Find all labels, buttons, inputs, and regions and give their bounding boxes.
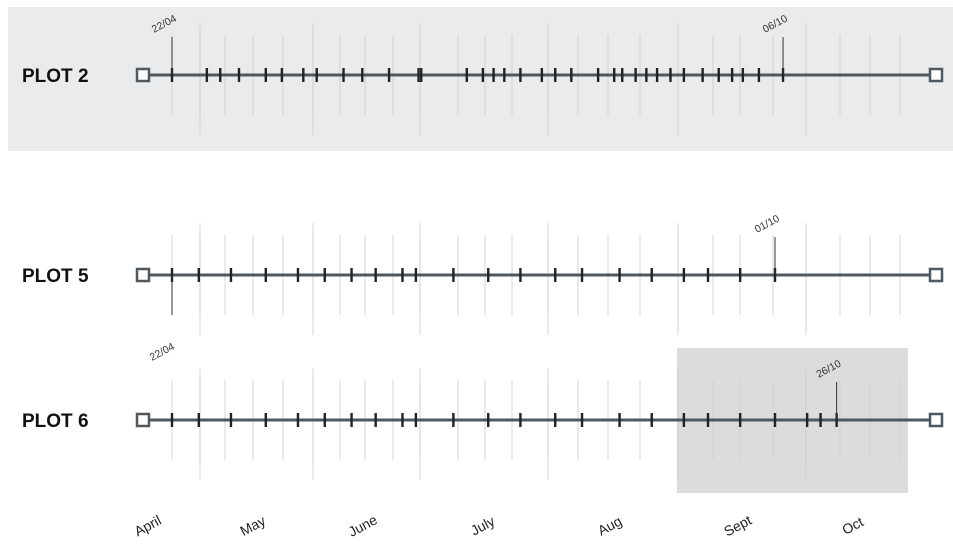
plot-2-end-cap [928,67,944,83]
plot-5-annotation-label: 01/10 [753,213,782,236]
x-tick-label: April [132,512,164,539]
x-tick-label: Aug [595,513,625,539]
plot-5-label: PLOT 5 [22,266,89,287]
plot-6-end-cap [928,412,944,428]
x-tick-label: July [468,513,498,539]
plot-5-end-cap [928,267,944,283]
plot-2-panel-background [8,7,953,151]
x-tick-label: May [237,512,268,539]
plot-5-annotation-label: 22/04 [148,341,177,364]
plot-6-start-cap [135,412,151,428]
x-tick-label: Oct [839,513,866,537]
plot-2-label: PLOT 2 [22,66,89,87]
x-tick-label: Sept [721,512,754,540]
plot-2-start-cap [135,67,151,83]
x-axis-labels: April May June July Aug Sept Oct [132,511,867,539]
plot-5-start-cap [135,267,151,283]
x-tick-label: June [345,511,380,539]
plot-6-label: PLOT 6 [22,411,89,432]
